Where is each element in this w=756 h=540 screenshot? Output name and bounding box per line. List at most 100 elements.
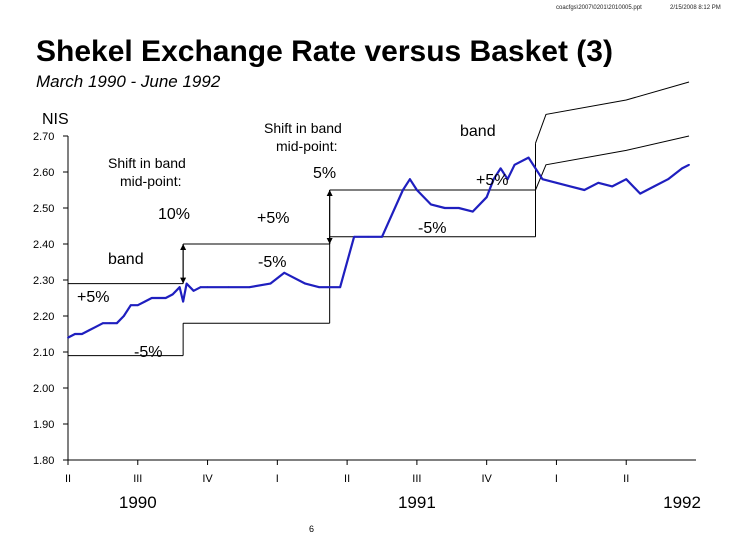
series-point (611, 185, 614, 188)
y-tick-label: 2.50 (33, 203, 54, 215)
series-point (527, 156, 530, 159)
series-point (429, 203, 432, 206)
annotation-shift-10-line1: Shift in band (108, 155, 186, 171)
series-point (164, 297, 167, 299)
series-point (506, 178, 509, 181)
annotation-band-1: band (108, 251, 144, 268)
y-tick-label: 2.10 (33, 347, 54, 359)
year-label: 1991 (398, 493, 436, 512)
series-point (143, 300, 146, 303)
annotation-shift-5-line1: Shift in band (264, 120, 342, 136)
header-date: 2/15/2008 8:12 PM (670, 5, 721, 11)
y-tick-label: 2.60 (33, 167, 54, 179)
series-lines (67, 156, 690, 339)
series-point (492, 178, 495, 181)
series-point (171, 293, 174, 296)
series-point (95, 325, 97, 328)
series-point (248, 286, 251, 289)
series-point (415, 189, 418, 191)
x-tick-label: III (133, 473, 142, 485)
shift-arrows (180, 190, 333, 284)
series-point (81, 333, 83, 335)
series-point (269, 282, 272, 285)
band-lower-tail (535, 135, 690, 191)
slide-subtitle: March 1990 - June 1992 (36, 72, 221, 91)
series-point (157, 297, 160, 299)
series-point (639, 192, 642, 195)
series-point (304, 282, 307, 285)
series-point (178, 286, 181, 289)
series-point (136, 304, 139, 307)
annotation-band-2: band (460, 123, 496, 140)
annotation-shift-10-value: 10% (158, 206, 190, 223)
x-tick-label: II (344, 473, 350, 485)
annotation-plus-3: +5% (476, 172, 508, 189)
series-point (199, 286, 202, 289)
series-point (513, 163, 516, 166)
series-point (625, 178, 628, 181)
arrow-head-icon (180, 244, 187, 250)
y-tick-label: 2.70 (33, 131, 54, 143)
year-label: 1992 (663, 493, 701, 512)
y-tick-label: 2.00 (33, 383, 54, 395)
annotation-shift-5-value: 5% (313, 165, 336, 182)
series-point (67, 336, 69, 339)
x-tick-label: IV (202, 473, 213, 485)
annotation-minus-3: -5% (418, 220, 446, 237)
series-point (688, 163, 690, 166)
series-point (667, 178, 669, 181)
series-point (182, 300, 185, 303)
series-point (283, 271, 286, 274)
series-point (185, 282, 188, 285)
series-point (353, 235, 355, 238)
x-tick-label: I (555, 473, 558, 485)
series-point (88, 329, 90, 332)
series-point (555, 181, 558, 184)
year-label: 1990 (119, 493, 157, 512)
series-point (381, 235, 383, 238)
series-point (339, 286, 342, 289)
x-tick-label: III (412, 473, 421, 485)
header-file-path: coacfgs\2007\0201\2010005.ppt (556, 5, 642, 11)
annotation-minus-2: -5% (258, 254, 286, 271)
series-point (681, 167, 683, 170)
series-point (499, 167, 502, 170)
x-tick-label: I (276, 473, 279, 485)
y-axis-label: NIS (42, 111, 69, 128)
series-point (471, 210, 474, 213)
annotation-plus-2: +5% (257, 210, 289, 227)
series-point (74, 333, 76, 335)
arrow-head-icon (180, 277, 187, 284)
y-tick-label: 1.90 (33, 419, 54, 431)
annotation-shift-5-line2: mid-point: (276, 138, 337, 154)
series-point (206, 286, 209, 289)
x-tick-label: IV (481, 473, 492, 485)
series-point (653, 185, 656, 188)
page-number: 6 (309, 524, 315, 534)
series-point (122, 315, 125, 317)
y-tick-label: 2.20 (33, 311, 54, 323)
series-point (367, 235, 369, 238)
series-point (115, 322, 118, 325)
x-tick-label: II (65, 473, 71, 485)
slide-title: Shekel Exchange Rate versus Basket (3) (36, 35, 613, 68)
series-point (129, 304, 132, 307)
annotation-minus-1: -5% (134, 344, 162, 361)
series-point (402, 189, 404, 191)
y-tick-label: 1.80 (33, 455, 54, 467)
series-point (541, 178, 544, 181)
annotation-plus-1: +5% (77, 289, 109, 306)
arrow-head-icon (326, 190, 333, 196)
series-point (101, 322, 104, 325)
series-line (67, 156, 690, 339)
series-point (583, 189, 586, 191)
y-tick-label: 2.40 (33, 239, 54, 251)
chart-axes: 1.80 1.90 2.00 2.10 2.20 2.30 2.40 2.50 2.60 2.70… (33, 131, 701, 512)
x-tick-label: II (623, 473, 629, 485)
series-point (108, 322, 111, 325)
series-point (318, 286, 321, 289)
series-point (227, 286, 230, 289)
series-point (485, 196, 488, 199)
series-point (409, 178, 411, 181)
